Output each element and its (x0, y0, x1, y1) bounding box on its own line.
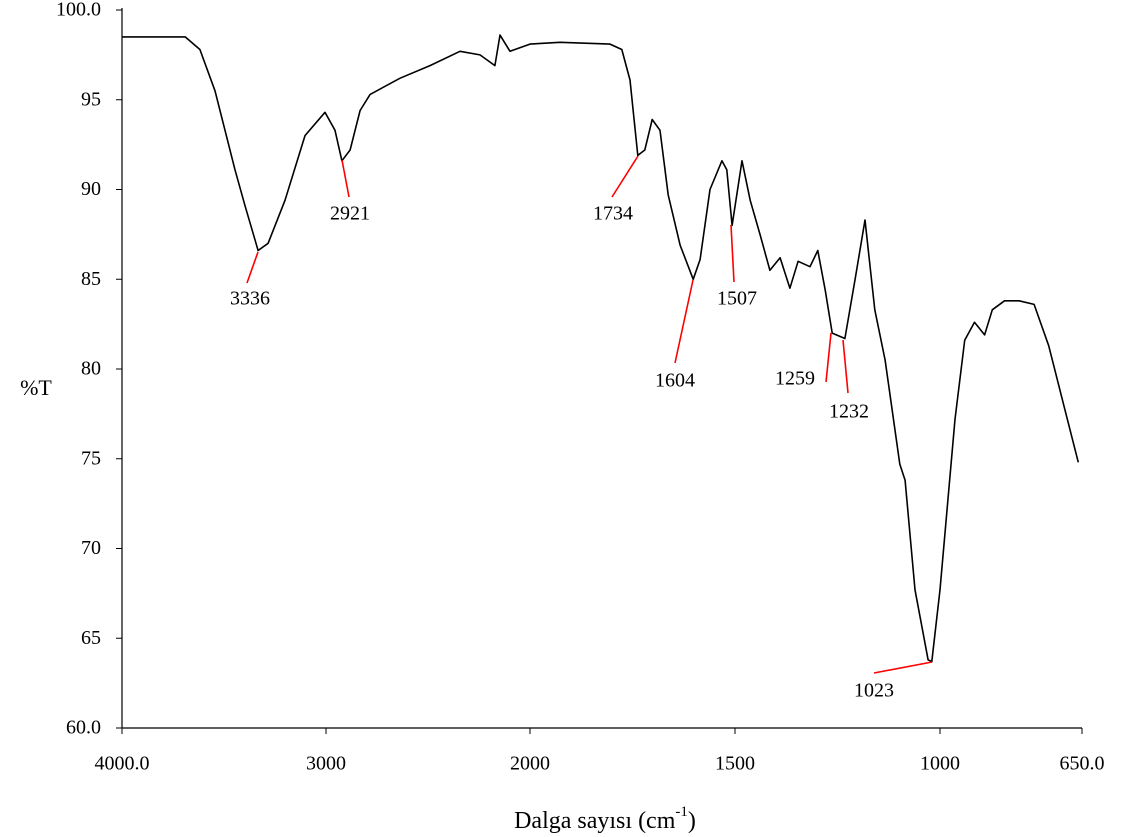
x-axis-title-text: Dalga sayısı (cm (514, 808, 676, 834)
leader-line (730, 224, 735, 283)
leader-line (825, 332, 832, 383)
y-tick-label: 90 (81, 178, 101, 200)
x-tick-label: 2000 (510, 753, 550, 775)
peak-label: 1259 (775, 368, 815, 390)
leader-line (674, 279, 694, 364)
leader-line (341, 159, 350, 198)
x-tick-label: 3000 (306, 753, 346, 775)
y-tick-label: 100.0 (56, 0, 101, 21)
x-axis-title-sup: -1 (675, 804, 688, 820)
spectrum-line (122, 34, 1080, 663)
y-tick-label: 70 (81, 537, 101, 559)
leader-line (873, 661, 933, 674)
y-tick-label: 95 (81, 88, 101, 110)
x-tick-label: 4000.0 (95, 753, 150, 775)
leader-line (842, 339, 849, 394)
x-tick-label: 1500 (715, 753, 755, 775)
y-tick-label: 80 (81, 358, 101, 380)
peak-label: 1604 (655, 370, 695, 392)
peak-label: 1023 (854, 680, 894, 702)
peak-label: 1734 (593, 203, 633, 225)
y-axis-title: %T (20, 375, 52, 400)
y-tick-label: 85 (81, 268, 101, 290)
x-axis-title-end: ) (688, 808, 696, 834)
x-tick-label: 650.0 (1060, 753, 1105, 775)
x-tick-label: 1000 (920, 753, 960, 775)
leader-line (246, 251, 259, 284)
y-tick-label: 60.0 (66, 717, 101, 739)
peak-label: 3336 (230, 288, 270, 310)
x-axis-title: Dalga sayısı (cm-1) (514, 804, 696, 833)
peak-label: 1232 (829, 401, 869, 423)
peak-label: 2921 (330, 203, 370, 225)
leader-line (611, 155, 639, 198)
y-tick-label: 75 (81, 447, 101, 469)
y-tick-label: 65 (81, 627, 101, 649)
peak-label: 1507 (717, 288, 757, 310)
